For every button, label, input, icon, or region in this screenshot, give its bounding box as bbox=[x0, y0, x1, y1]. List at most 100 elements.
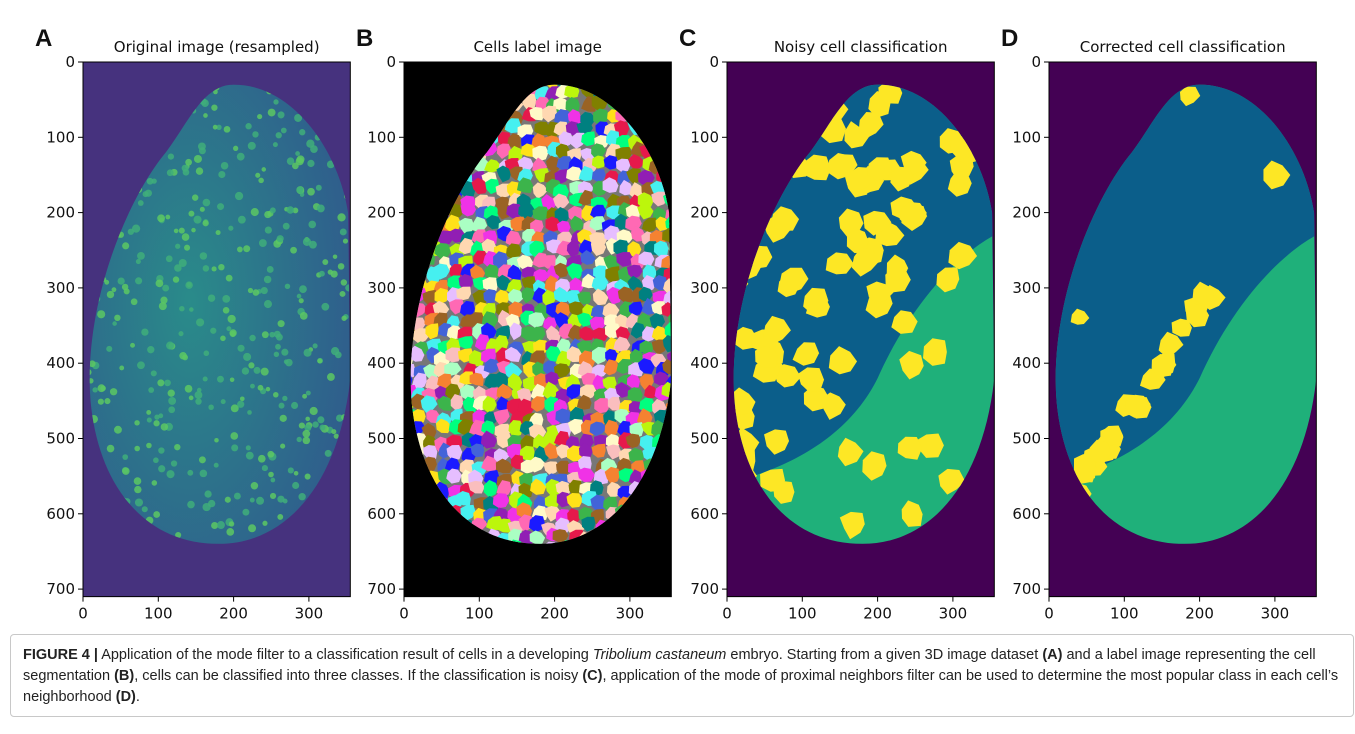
nucleus bbox=[221, 162, 229, 170]
nucleus bbox=[331, 429, 336, 434]
nucleus bbox=[122, 242, 129, 249]
nucleus bbox=[282, 396, 287, 401]
nucleus bbox=[248, 288, 253, 293]
nucleus bbox=[208, 294, 215, 301]
nucleus bbox=[110, 388, 117, 395]
nucleus bbox=[213, 125, 218, 130]
nucleus bbox=[157, 379, 164, 386]
nucleus bbox=[226, 275, 233, 282]
nucleus bbox=[308, 221, 316, 229]
nucleus bbox=[191, 228, 196, 233]
nucleus bbox=[313, 343, 318, 348]
x-tick-label: 300 bbox=[295, 605, 324, 623]
y-tick-label: 100 bbox=[46, 128, 75, 146]
nucleus bbox=[262, 521, 267, 526]
nucleus bbox=[280, 415, 287, 422]
nucleus bbox=[333, 254, 338, 259]
nucleus bbox=[147, 178, 154, 185]
nucleus bbox=[340, 228, 347, 235]
nucleus bbox=[167, 169, 174, 176]
nucleus bbox=[202, 220, 208, 226]
nucleus bbox=[134, 446, 140, 452]
nucleus bbox=[212, 266, 217, 271]
nucleus bbox=[184, 245, 190, 251]
y-tick-label: 700 bbox=[690, 580, 719, 598]
nucleus bbox=[92, 387, 97, 392]
nucleus bbox=[327, 373, 335, 381]
x-tick-label: 0 bbox=[399, 605, 409, 623]
nucleus bbox=[230, 377, 235, 382]
y-tick-label: 700 bbox=[1012, 580, 1041, 598]
nucleus bbox=[221, 399, 226, 404]
nucleus bbox=[259, 239, 267, 247]
nucleus bbox=[153, 420, 159, 426]
x-tick-label: 300 bbox=[939, 605, 968, 623]
nucleus bbox=[250, 498, 255, 503]
nucleus bbox=[267, 451, 274, 458]
nucleus bbox=[175, 244, 180, 249]
y-tick-label: 400 bbox=[367, 354, 396, 372]
nucleus bbox=[214, 463, 219, 468]
panel-image bbox=[396, 62, 684, 597]
nucleus bbox=[194, 155, 202, 163]
nucleus bbox=[345, 284, 352, 291]
nucleus bbox=[185, 385, 193, 393]
nucleus bbox=[119, 366, 124, 371]
nucleus bbox=[298, 493, 305, 500]
nucleus bbox=[228, 226, 233, 231]
y-tick-label: 400 bbox=[690, 354, 719, 372]
nucleus bbox=[261, 167, 266, 172]
nucleus bbox=[285, 284, 290, 289]
nucleus bbox=[204, 490, 211, 497]
nucleus bbox=[112, 321, 117, 326]
nucleus bbox=[340, 291, 346, 297]
nucleus bbox=[223, 307, 230, 314]
nucleus bbox=[187, 470, 193, 476]
nucleus bbox=[166, 470, 174, 478]
nucleus bbox=[304, 349, 312, 357]
nucleus bbox=[285, 359, 293, 367]
nucleus bbox=[217, 203, 224, 210]
nucleus bbox=[218, 171, 225, 178]
panel-image bbox=[80, 59, 353, 596]
nucleus bbox=[146, 410, 151, 415]
nucleus bbox=[268, 472, 274, 478]
nucleus bbox=[196, 167, 203, 174]
y-tick-label: 200 bbox=[46, 204, 75, 222]
y-tick-label: 500 bbox=[46, 430, 75, 448]
nucleus bbox=[267, 266, 274, 273]
nucleus bbox=[165, 215, 170, 220]
nucleus bbox=[283, 499, 288, 504]
x-tick-label: 300 bbox=[1261, 605, 1290, 623]
y-tick-label: 300 bbox=[367, 279, 396, 297]
nucleus bbox=[240, 396, 245, 401]
nucleus bbox=[281, 349, 288, 356]
nucleus bbox=[252, 131, 258, 137]
nucleus bbox=[231, 444, 238, 451]
panel-letter: B bbox=[356, 25, 373, 52]
nucleus bbox=[218, 264, 224, 270]
nucleus bbox=[217, 376, 224, 383]
nucleus bbox=[194, 216, 202, 224]
nucleus bbox=[174, 444, 180, 450]
nucleus bbox=[266, 387, 271, 392]
nucleus bbox=[235, 192, 243, 200]
nucleus bbox=[185, 281, 193, 289]
nucleus bbox=[280, 444, 285, 449]
nucleus bbox=[334, 434, 339, 439]
nucleus bbox=[322, 259, 328, 265]
nucleus bbox=[179, 259, 187, 267]
nucleus bbox=[104, 280, 109, 285]
panel-title: Cells label image bbox=[473, 38, 601, 56]
nucleus bbox=[294, 471, 299, 476]
nucleus bbox=[237, 345, 244, 352]
nucleus bbox=[299, 422, 305, 428]
caption: FIGURE 4 | Application of the mode filte… bbox=[10, 634, 1354, 717]
caption-text: embryo. Starting from a given 3D image d… bbox=[726, 647, 1042, 663]
nucleus bbox=[220, 336, 226, 342]
nucleus bbox=[114, 315, 120, 321]
nucleus bbox=[253, 289, 260, 296]
nucleus bbox=[238, 216, 246, 224]
nucleus bbox=[162, 285, 169, 292]
y-tick-label: 600 bbox=[690, 505, 719, 523]
